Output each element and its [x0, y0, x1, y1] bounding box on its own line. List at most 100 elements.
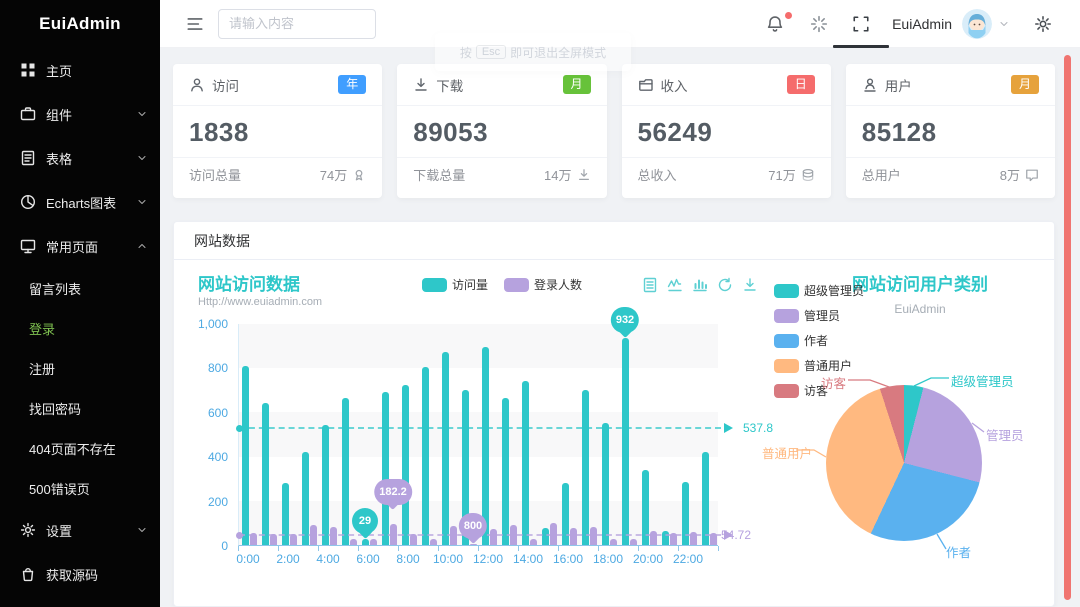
bar-group-20:00	[639, 469, 659, 545]
stat-card-footer: 下载总量 14万	[397, 157, 607, 191]
download-icon[interactable]	[742, 277, 758, 293]
menu-fold-icon[interactable]	[186, 15, 204, 33]
x-axis-label: 6:00	[356, 552, 380, 566]
stat-card-value: 85128	[861, 117, 937, 147]
sidebar-item-9[interactable]: 找回密码	[0, 388, 160, 428]
bar-group-12:00	[479, 347, 499, 545]
app-logo: EuiAdmin	[39, 14, 121, 33]
sidebar-item-1[interactable]: 主页	[0, 48, 160, 92]
bar-登录人数	[469, 543, 477, 545]
sidebar-item-12[interactable]: 设置	[0, 508, 160, 552]
pie-slice-label: 普通用户	[761, 447, 812, 461]
stat-card-footer-value: 74万	[320, 165, 366, 184]
search-input[interactable]	[218, 8, 376, 39]
average-line-dot	[236, 424, 243, 432]
bar-group-4:00	[319, 425, 339, 545]
user-icon	[189, 77, 205, 93]
sidebar-item-7[interactable]: 登录	[0, 308, 160, 348]
average-line-label: 537.8	[742, 420, 773, 435]
sidebar-item-label: 组件	[46, 107, 73, 123]
average-line-label: 54.72	[720, 527, 751, 542]
legend-label: 超级管理员	[804, 284, 865, 298]
y-axis-label: 600	[207, 405, 228, 420]
legend-swatch	[504, 277, 530, 292]
sidebar-item-3[interactable]: 表格	[0, 136, 160, 180]
sidebar-item-5[interactable]: 常用页面	[0, 224, 160, 268]
stat-card-footer-value: 8万	[1000, 165, 1039, 184]
legend-label: 普通用户	[804, 359, 853, 373]
line-chart-icon[interactable]	[667, 277, 683, 293]
sidebar-item-2[interactable]: 组件	[0, 92, 160, 136]
fullscreen-icon[interactable]	[833, 0, 890, 48]
bar-登录人数	[669, 532, 677, 545]
chevron-up-icon	[136, 240, 148, 252]
bar-登录人数	[329, 527, 337, 545]
x-axis-tick	[278, 546, 279, 551]
sidebar-item-label: 500错误页	[29, 481, 90, 497]
stat-card-footer: 总收入 71万	[621, 157, 831, 191]
user-menu[interactable]: EuiAdmin	[892, 8, 1010, 39]
avatar[interactable]	[962, 8, 992, 39]
bar-group-6:00	[359, 538, 379, 545]
stat-card-badge: 年	[338, 75, 367, 94]
stat-card-badge: 月	[1011, 75, 1039, 94]
sidebar-item-13[interactable]: 获取源码	[0, 552, 160, 596]
y-axis-label: 200	[207, 494, 228, 509]
grid-icon	[20, 62, 36, 78]
x-axis-label: 18:00	[592, 552, 624, 566]
bar-chart-plot: 537.8 54.72 932 29 182.2 800	[236, 307, 773, 546]
legend-item[interactable]: 作者	[774, 332, 864, 349]
legend-item[interactable]: 超级管理员	[774, 282, 864, 299]
legend-swatch	[774, 308, 799, 323]
bar-登录人数	[609, 539, 617, 545]
sidebar-item-8[interactable]: 注册	[0, 348, 160, 388]
sidebar-item-6[interactable]: 留言列表	[0, 268, 160, 308]
legend-item[interactable]: 访客	[774, 382, 864, 399]
legend-item[interactable]: 管理员	[774, 307, 864, 324]
y-axis-label: 800	[207, 361, 228, 376]
sidebar-item-4[interactable]: Echarts图表	[0, 180, 160, 224]
stat-card-3: 收入 日 56249 总收入 71万	[621, 64, 831, 198]
bar-chart-icon[interactable]	[692, 277, 708, 293]
sidebar-item-10[interactable]: 404页面不存在	[0, 428, 160, 468]
x-axis-tick	[358, 546, 359, 551]
spark-icon[interactable]	[810, 15, 828, 33]
x-axis-tick	[558, 546, 559, 551]
bar-访问量	[321, 425, 329, 545]
gear-icon[interactable]	[1034, 15, 1052, 33]
chat-icon	[1025, 168, 1039, 182]
pie-chart[interactable]	[826, 385, 982, 541]
bell-icon[interactable]	[766, 11, 793, 33]
pie-slice-label: 管理员	[986, 429, 1024, 443]
sidebar-item-11[interactable]: 500错误页	[0, 468, 160, 508]
x-axis-tick	[398, 546, 399, 551]
y-axis-label: 400	[207, 450, 228, 465]
average-line-访问量: 537.8	[236, 421, 773, 435]
download-icon	[577, 168, 591, 182]
x-axis-label: 0:00	[236, 552, 260, 566]
bar-访问量	[281, 482, 289, 545]
legend-item[interactable]: 登录人数	[504, 276, 582, 293]
gear-icon	[20, 522, 36, 538]
bar-登录人数	[269, 533, 277, 545]
data-view-icon[interactable]	[642, 277, 658, 293]
markpoint-value: 29	[352, 507, 378, 534]
legend-item[interactable]: 普通用户	[774, 357, 864, 374]
stat-card-badge: 日	[786, 75, 815, 94]
footer-value-text: 71万	[768, 168, 796, 183]
vertical-scrollbar[interactable]	[1064, 55, 1071, 600]
stat-card-1: 访问 年 1838 访问总量 74万	[173, 64, 383, 198]
refresh-icon[interactable]	[717, 277, 733, 293]
x-axis-tick	[318, 546, 319, 551]
legend-swatch	[774, 383, 799, 398]
footer-value-text: 14万	[544, 168, 572, 183]
legend-item[interactable]: 访问量	[422, 276, 488, 293]
person-icon	[862, 77, 878, 93]
notification-dot	[785, 11, 793, 19]
stat-card-value: 56249	[637, 117, 713, 147]
markpoint-932: 932	[610, 307, 640, 338]
x-axis-tick	[718, 546, 719, 551]
bar-group-23:00	[699, 451, 719, 545]
bar-group-18:00	[599, 422, 619, 545]
esc-key: Esc	[475, 45, 507, 59]
